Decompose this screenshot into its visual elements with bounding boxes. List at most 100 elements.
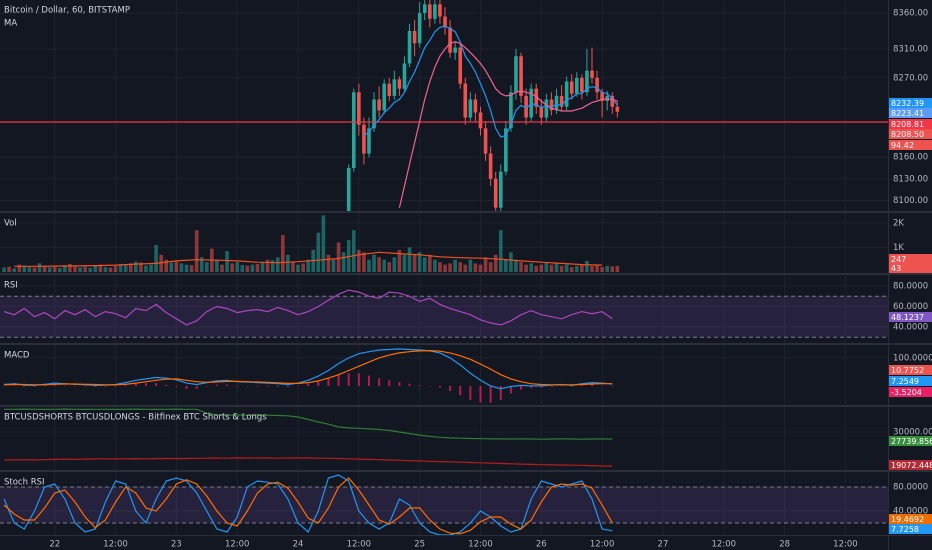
candle-body (574, 77, 579, 94)
histogram-bar (337, 374, 340, 386)
histogram-bar (307, 383, 310, 386)
histogram-bar (459, 385, 462, 396)
price-tag-label: 94.42 (891, 141, 914, 150)
histogram-bar (246, 385, 249, 387)
volume-bar (230, 263, 234, 272)
candle-body (483, 128, 488, 154)
y-tick-label: 30000.0000 (893, 427, 932, 437)
x-tick-label: 12:00 (468, 540, 493, 550)
volume-bar (534, 265, 539, 272)
y-tick-label: 8310.00 (893, 45, 928, 55)
volume-bar (42, 266, 47, 272)
price-tag-label: 8208.81 (891, 120, 924, 129)
volume-bar (422, 257, 427, 272)
candle-body (554, 95, 559, 111)
histogram-bar (479, 385, 482, 403)
histogram-bar (601, 385, 604, 386)
volume-bar (549, 264, 554, 272)
x-tick-label: 12:00 (347, 540, 372, 550)
price-tag-label: 7.2549 (891, 377, 919, 386)
histogram-bar (286, 385, 289, 388)
band-fill (0, 296, 888, 338)
price-tag-label: 19.4692 (891, 515, 924, 524)
volume-bar (397, 249, 402, 272)
histogram-bar (509, 385, 512, 394)
volume-bar (346, 240, 351, 272)
price-tag-label: 10.7752 (891, 366, 924, 375)
y-tick-label: 8100.00 (893, 196, 928, 206)
candle-body (514, 56, 518, 93)
volume-bar (569, 267, 574, 272)
volume-bar (265, 259, 270, 272)
price-tag (889, 524, 932, 534)
histogram-bar (449, 385, 452, 391)
volume-bar (488, 262, 493, 272)
volume-bar (73, 265, 77, 272)
volume-bar (595, 264, 599, 272)
volume-bar (108, 267, 113, 272)
price-tag-label: 247 (891, 255, 906, 264)
volume-bar (519, 262, 523, 272)
candle-body (595, 77, 599, 93)
candle-body (529, 88, 533, 118)
candle-body (590, 70, 594, 78)
candle-body (610, 95, 615, 107)
volume-bar (2, 267, 6, 272)
histogram-bar (84, 385, 87, 387)
volume-bar (554, 263, 559, 272)
histogram-bar (165, 384, 168, 386)
volume-bar (377, 257, 381, 272)
histogram-bar (520, 385, 523, 390)
candle-body (438, 4, 442, 17)
y-tick-label: 8270.00 (893, 73, 928, 83)
series-line (3, 474, 613, 535)
candle-body (493, 178, 498, 208)
histogram-bar (418, 385, 421, 386)
candle-body (473, 99, 478, 113)
volume-bar (463, 264, 468, 272)
price-tag (889, 387, 932, 397)
price-tag-label: 8232.39 (891, 99, 924, 108)
candle-body (392, 79, 397, 96)
volume-bar (362, 252, 366, 272)
candle-body (615, 106, 620, 112)
volume-bar (128, 263, 133, 272)
volume-bar (220, 264, 224, 272)
volume-bar (296, 264, 300, 272)
candle-body (569, 81, 574, 94)
price-tag (889, 312, 932, 322)
pane-title: MACD (4, 351, 30, 361)
volume-bar (544, 262, 549, 272)
volume-bar (52, 266, 57, 272)
candle-body (580, 77, 584, 93)
price-tag (889, 98, 932, 108)
volume-bar (225, 251, 229, 272)
volume-bar (524, 264, 528, 272)
volume-bar (367, 259, 371, 272)
volume-bar (88, 267, 93, 272)
volume-bar (255, 263, 260, 272)
x-tick-label: 12:00 (833, 540, 858, 550)
volume-bar (32, 267, 37, 272)
candle-body (463, 83, 468, 118)
histogram-bar (23, 385, 26, 387)
x-tick-label: 26 (536, 540, 547, 550)
volume-bar (139, 262, 143, 272)
candle-body (600, 92, 604, 101)
volume-bar (78, 267, 82, 272)
histogram-bar (94, 385, 97, 387)
pane (0, 0, 888, 212)
volume-bar (458, 262, 463, 272)
volume-bar (245, 265, 250, 272)
x-tick-label: 12:00 (712, 540, 737, 550)
volume-bar (529, 263, 533, 272)
volume-bar (412, 254, 417, 272)
volume-bar (331, 259, 336, 272)
x-tick-label: 24 (293, 540, 304, 550)
histogram-bar (469, 385, 472, 400)
y-tick-label: 8130.00 (893, 174, 928, 184)
volume-bar (448, 263, 452, 272)
volume-bar (473, 263, 478, 272)
volume-bar (144, 265, 148, 272)
histogram-bar (43, 385, 46, 386)
